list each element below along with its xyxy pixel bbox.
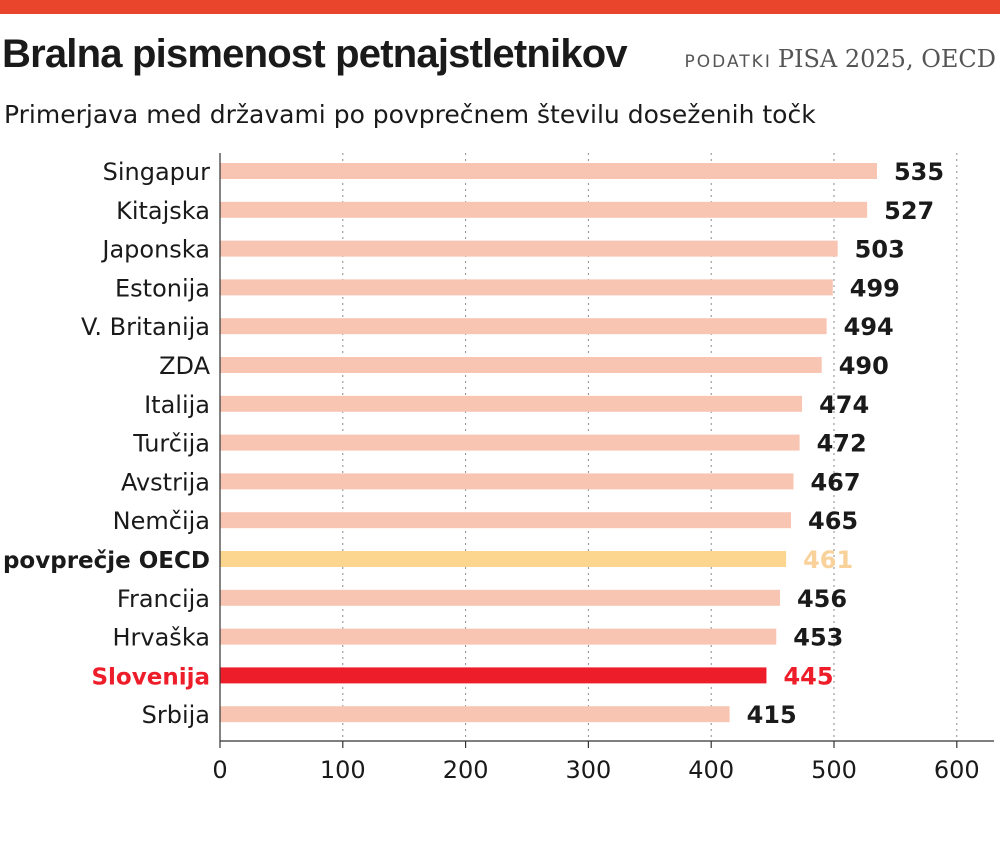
value-labels: 535 527 503 499 494 490 474 472 467 465 461 456 453 4… <box>747 158 944 729</box>
source-credit: PODATKI PISA 2025, OECD <box>685 45 996 73</box>
category-label-nemcija: Nemčija <box>113 507 210 535</box>
bar-slovenija <box>220 667 767 684</box>
category-label-japonska: Japonska <box>100 236 210 264</box>
category-label-avstrija: Avstrija <box>121 468 210 496</box>
category-label-francija: Francija <box>117 585 210 613</box>
bar-turcija <box>220 434 800 451</box>
category-label-povprecje-oecd: povprečje OECD <box>3 548 210 574</box>
x-tick-label-600: 600 <box>934 756 980 784</box>
top-accent-rule <box>0 0 1000 14</box>
value-label-zda: 490 <box>839 352 889 380</box>
x-tick-label-500: 500 <box>811 756 857 784</box>
x-tick-label-300: 300 <box>565 756 611 784</box>
value-label-francija: 456 <box>797 585 847 613</box>
bar-avstrija <box>220 473 794 490</box>
category-label-singapur: Singapur <box>103 158 211 186</box>
source-text: PISA 2025, OECD <box>777 45 996 73</box>
bar-japonska <box>220 240 838 257</box>
x-axis: 0 100 200 300 400 500 600 <box>212 153 994 784</box>
value-label-srbija: 415 <box>747 701 797 729</box>
category-label-turcija: Turčija <box>132 430 210 458</box>
chart-subtitle: Primerjava med državami po povprečnem št… <box>4 100 816 129</box>
value-label-estonija: 499 <box>850 274 900 302</box>
value-label-singapur: 535 <box>894 158 944 186</box>
value-label-hrvaska: 453 <box>793 624 843 652</box>
value-label-nemcija: 465 <box>808 507 858 535</box>
x-tick-label-100: 100 <box>320 756 366 784</box>
value-label-v-britanija: 494 <box>844 313 894 341</box>
bar-zda <box>220 357 822 373</box>
bar-v-britanija <box>220 318 827 335</box>
category-label-italija: Italija <box>144 391 210 419</box>
bar-nemcija <box>220 512 792 529</box>
category-label-v-britanija: V. Britanija <box>81 313 210 341</box>
bar-francija <box>220 589 780 606</box>
value-label-povprecje-oecd: 461 <box>803 546 853 574</box>
bar-hrvaska <box>220 628 777 645</box>
bar-italija <box>220 395 803 412</box>
value-label-italija: 474 <box>819 391 869 419</box>
category-label-zda: ZDA <box>159 352 211 380</box>
value-label-avstrija: 467 <box>810 468 860 496</box>
bar-chart: Singapur Kitajska Japonska Estonija V. Brita… <box>3 153 994 784</box>
value-label-kitajska: 527 <box>884 197 934 225</box>
bar-estonija <box>220 279 833 296</box>
value-label-japonska: 503 <box>855 236 905 264</box>
bar-singapur <box>220 163 877 179</box>
source-label: PODATKI <box>684 52 772 72</box>
bar-povprecje-oecd <box>220 551 787 567</box>
category-label-slovenija: Slovenija <box>91 664 210 690</box>
category-label-kitajska: Kitajska <box>116 197 210 225</box>
category-label-srbija: Srbija <box>142 701 210 729</box>
category-label-estonija: Estonija <box>115 274 210 302</box>
bar-kitajska <box>220 201 868 218</box>
bar-srbija <box>220 706 730 723</box>
value-label-turcija: 472 <box>817 430 867 458</box>
x-tick-label-200: 200 <box>443 756 489 784</box>
category-label-hrvaska: Hrvaška <box>112 624 210 652</box>
chart-title: Bralna pismenost petnajstletnikov <box>2 32 628 76</box>
category-labels: Singapur Kitajska Japonska Estonija V. Brita… <box>3 158 211 729</box>
value-label-slovenija: 445 <box>783 662 833 690</box>
x-tick-label-0: 0 <box>212 756 227 784</box>
bars <box>220 163 877 723</box>
x-tick-label-400: 400 <box>688 756 734 784</box>
